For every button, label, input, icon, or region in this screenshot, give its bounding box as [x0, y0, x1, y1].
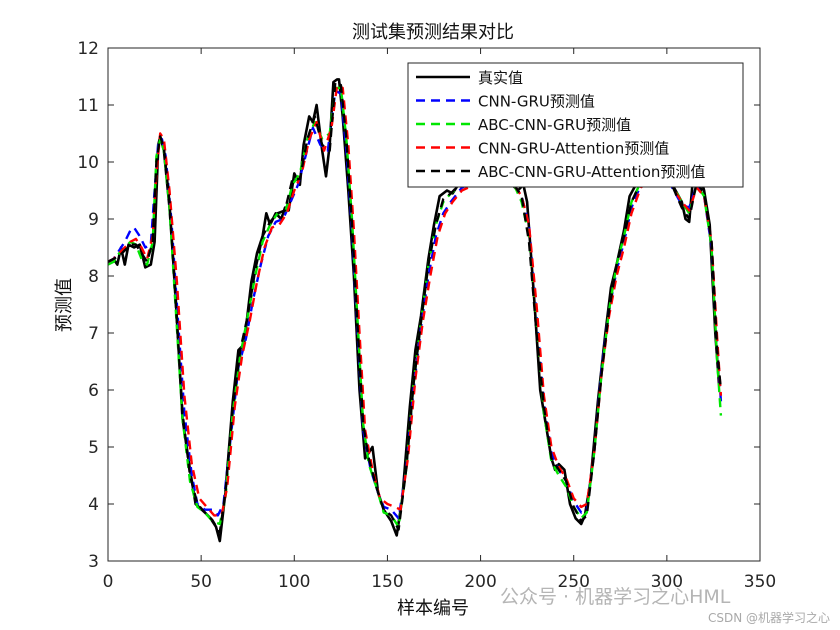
y-tick-label: 10 — [77, 153, 99, 173]
series-line-cnn-gru-attention — [107, 83, 723, 517]
y-tick-label: 3 — [88, 552, 99, 572]
x-tick-label: 200 — [464, 572, 496, 592]
x-tick-label: 50 — [190, 572, 212, 592]
chart-title: 测试集预测结果对比 — [352, 22, 514, 43]
y-tick-label: 9 — [88, 210, 99, 230]
y-axis: 3 4 5 6 7 8 9 10 11 12 — [77, 39, 760, 572]
x-tick-label: 150 — [371, 572, 403, 592]
x-axis: 0 50 100 150 200 250 300 350 — [103, 48, 776, 592]
series-line-abc-cnn-gru-attention — [107, 81, 723, 534]
x-tick-label: 250 — [557, 572, 589, 592]
plot-frame — [107, 47, 761, 562]
series-layer — [107, 78, 723, 543]
x-axis-label: 样本编号 — [397, 598, 469, 619]
y-tick-label: 12 — [77, 39, 99, 59]
y-tick-label: 6 — [88, 381, 99, 401]
watermark-source: CSDN @机器学习之心 — [707, 611, 830, 625]
legend-label-cnn-gru-attention: CNN-GRU-Attention预测值 — [478, 140, 669, 158]
legend: 真实值 CNN-GRU预测值 ABC-CNN-GRU预测值 CNN-GRU-Atten… — [407, 62, 744, 188]
legend-label-cnn-gru: CNN-GRU预测值 — [478, 93, 595, 111]
y-tick-label: 7 — [88, 324, 99, 344]
x-tick-label: 350 — [744, 572, 776, 592]
x-tick-label: 0 — [103, 572, 114, 592]
watermark-text: 公众号 · 机器学习之心HML — [500, 586, 731, 608]
y-tick-label: 4 — [88, 495, 99, 515]
y-axis-label: 预测值 — [54, 278, 75, 332]
legend-label-abc-cnn-gru-attention: ABC-CNN-GRU-Attention预测值 — [478, 163, 705, 181]
x-tick-label: 300 — [651, 572, 683, 592]
legend-label-actual: 真实值 — [478, 69, 523, 87]
x-tick-label: 100 — [278, 572, 310, 592]
y-tick-label: 8 — [88, 267, 99, 287]
y-tick-label: 11 — [77, 96, 99, 116]
y-tick-label: 5 — [88, 438, 99, 458]
legend-label-abc-cnn-gru: ABC-CNN-GRU预测值 — [478, 116, 631, 134]
series-line-abc-cnn-gru — [107, 86, 723, 528]
